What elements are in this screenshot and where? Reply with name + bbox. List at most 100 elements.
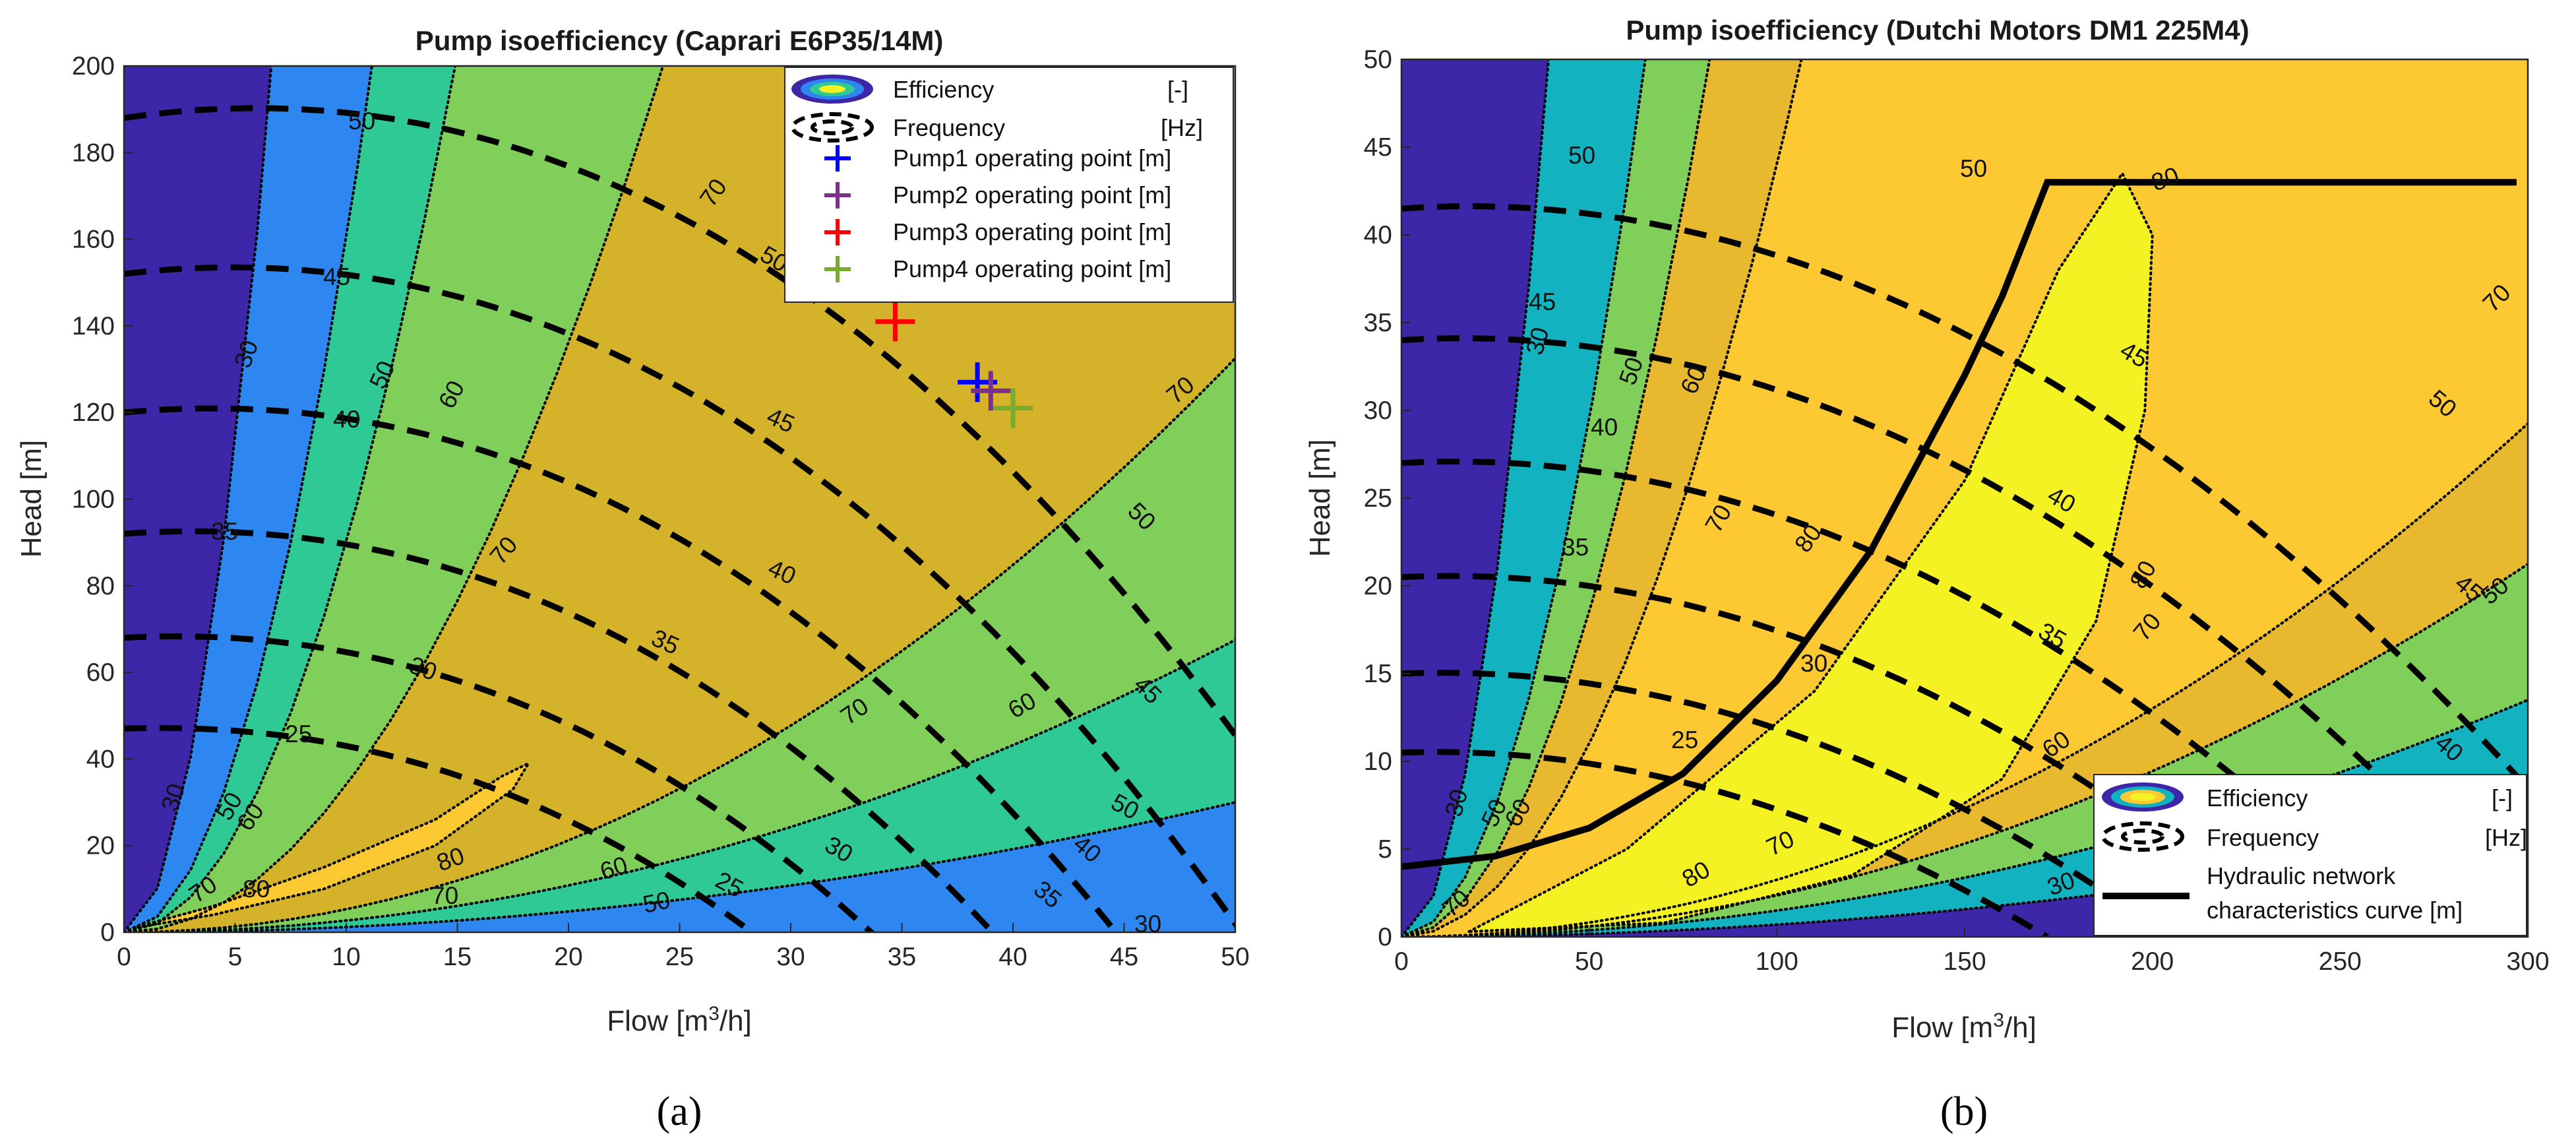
b-ytick-label-8: 40 bbox=[1364, 221, 1392, 249]
legend-frequency-swatch bbox=[791, 112, 874, 143]
a-xtick-label-4: 20 bbox=[554, 943, 582, 971]
legend-b-network-label-2: characteristics curve [m] bbox=[2207, 897, 2463, 924]
a-ytick-label-3: 60 bbox=[86, 658, 115, 687]
legend-pump1-label: Pump1 operating point [m] bbox=[893, 144, 1171, 172]
caption-a: (a) bbox=[657, 1089, 702, 1134]
chart-b-x-label: Flow [m3/h] bbox=[1891, 1009, 2037, 1044]
legend-pump2: Pump2 operating point [m] bbox=[824, 181, 1171, 208]
b-ytick-label-5: 25 bbox=[1364, 484, 1392, 513]
b-ytick-label-1: 5 bbox=[1378, 835, 1392, 864]
b-eff-contour-2 bbox=[1401, 59, 1711, 937]
b-region-low bbox=[1401, 59, 1549, 937]
b-xtick-label-3: 150 bbox=[1943, 947, 1986, 976]
a-xtick-label-2: 10 bbox=[332, 943, 360, 971]
a-xtick-label-3: 15 bbox=[443, 943, 472, 971]
a-xtick-label-1: 5 bbox=[228, 943, 243, 971]
b-freq-label-50-b: 50 bbox=[1960, 155, 1987, 182]
a-freq-curve-25 bbox=[124, 724, 757, 932]
chart-b-y-label: Head [m] bbox=[1304, 439, 1336, 557]
caption-b: (b) bbox=[1940, 1089, 1988, 1134]
b-region-60-low bbox=[1401, 563, 2528, 937]
freq-label-30-c: 30 bbox=[1134, 910, 1161, 938]
a-ytick-label-0: 0 bbox=[100, 918, 115, 947]
chart-a-frequency-contours bbox=[124, 105, 1235, 932]
b-freq-label-30: 30 bbox=[1800, 650, 1827, 677]
legend-pump1: Pump1 operating point [m] bbox=[824, 144, 1171, 172]
b-eff-contour-5 bbox=[1401, 562, 2528, 937]
b-region-80 bbox=[1469, 173, 2153, 932]
a-freq-curve-30 bbox=[124, 633, 876, 932]
legend-efficiency-swatch bbox=[791, 75, 873, 104]
chart-b-y-ticks: 0 5 10 15 20 25 30 35 40 45 50 bbox=[1364, 46, 1411, 951]
a-eff-contour-5 bbox=[124, 638, 1235, 932]
pump4-operating-point bbox=[993, 388, 1033, 428]
b-ytick-label-3: 15 bbox=[1364, 660, 1392, 688]
legend-pump3: Pump3 operating point [m] bbox=[824, 218, 1171, 245]
chart-a-x-label-text: Flow [m3/h] bbox=[607, 1003, 752, 1037]
a-eff-contour-3 bbox=[124, 66, 665, 932]
pump2-operating-point bbox=[971, 371, 1011, 411]
b-eff-contour-4 bbox=[1401, 422, 2528, 937]
b-xtick-label-0: 0 bbox=[1394, 947, 1409, 976]
b-region-70-low bbox=[1401, 423, 2528, 937]
b-freq-label-45: 45 bbox=[1529, 288, 1556, 315]
freq-label-25: 25 bbox=[285, 720, 312, 748]
a-freq-curve-40 bbox=[124, 405, 1120, 932]
a-ytick-label-2: 40 bbox=[86, 745, 115, 773]
a-xtick-label-5: 25 bbox=[665, 943, 694, 971]
b-eff-contour-1 bbox=[1401, 59, 1647, 937]
a-xtick-label-9: 45 bbox=[1110, 943, 1138, 971]
legend-efficiency-unit: [-] bbox=[1167, 76, 1188, 103]
legend-pump-entries: Pump1 operating point [m] Pump2 operating… bbox=[824, 144, 1171, 282]
a-xtick-label-8: 40 bbox=[998, 943, 1027, 971]
a-ytick-label-8: 160 bbox=[72, 226, 115, 254]
legend-b-frequency-unit: [Hz] bbox=[2485, 824, 2527, 851]
legend-b-efficiency-unit: [-] bbox=[2492, 784, 2513, 812]
b-freq-curve-45 bbox=[1401, 335, 2528, 935]
b-xtick-label-1: 50 bbox=[1575, 947, 1603, 976]
legend-b-frequency-swatch bbox=[2101, 821, 2184, 852]
b-freq-label-50: 50 bbox=[1568, 142, 1595, 169]
a-ytick-label-6: 120 bbox=[72, 398, 115, 427]
legend-b-efficiency-swatch bbox=[2102, 782, 2184, 812]
b-freq-label-40: 40 bbox=[1591, 414, 1618, 441]
chart-a-x-label: Flow [m3/h] bbox=[607, 1003, 752, 1037]
legend-pump3-label: Pump3 operating point [m] bbox=[893, 218, 1171, 245]
a-eff-contour-4 bbox=[124, 356, 1235, 932]
b-freq-curve-30 bbox=[1401, 670, 2171, 937]
b-freq-curve-25 bbox=[1401, 749, 2049, 937]
a-freq-curve-45 bbox=[124, 264, 1235, 929]
a-ytick-label-7: 140 bbox=[72, 312, 115, 340]
b-freq-curve-50 bbox=[1401, 203, 2528, 793]
a-freq-curve-50 bbox=[124, 105, 1235, 740]
legend-frequency-unit: [Hz] bbox=[1161, 114, 1203, 141]
chart-a-x-ticks: 0 5 10 15 20 25 30 35 40 45 50 bbox=[117, 923, 1250, 971]
freq-label-35: 35 bbox=[211, 518, 238, 545]
b-ytick-label-6: 30 bbox=[1364, 397, 1392, 425]
a-eff-contour-80 bbox=[132, 760, 532, 930]
b-region-50 bbox=[1401, 59, 1710, 937]
a-xtick-label-7: 35 bbox=[888, 943, 916, 971]
chart-b: Pump isoefficiency (Dutchi Motors DM1 22… bbox=[1304, 15, 2550, 1044]
a-xtick-label-6: 30 bbox=[776, 943, 805, 971]
b-eff-contour-80 bbox=[1468, 170, 2154, 933]
a-xtick-label-0: 0 bbox=[117, 943, 131, 971]
b-region-30 bbox=[1401, 59, 1645, 937]
freq-label-50: 50 bbox=[348, 108, 375, 135]
b-ytick-label-0: 0 bbox=[1378, 923, 1392, 951]
chart-a-y-ticks: 0 20 40 60 80 100 120 140 160 180 200 bbox=[72, 52, 133, 947]
b-freq-label-25: 25 bbox=[1671, 726, 1698, 753]
chart-a-legend-box bbox=[784, 67, 1234, 303]
eff-label-80-b: 80 bbox=[243, 875, 270, 903]
eff-label-50-c: 50 bbox=[640, 886, 673, 918]
chart-a-operating-points bbox=[875, 302, 1033, 428]
chart-a-title: Pump isoefficiency (Caprari E6P35/14M) bbox=[415, 25, 944, 56]
a-ytick-label-5: 100 bbox=[72, 486, 115, 514]
chart-a: Pump isoefficiency (Caprari E6P35/14M) 0… bbox=[15, 25, 1250, 1037]
a-ytick-label-4: 80 bbox=[86, 572, 115, 600]
chart-a-legend: Efficiency [-] Frequency [Hz] Pump1 oper… bbox=[784, 67, 1234, 303]
freq-label-40: 40 bbox=[333, 406, 360, 433]
a-ytick-label-10: 200 bbox=[72, 52, 115, 80]
chart-b-title: Pump isoefficiency (Dutchi Motors DM1 22… bbox=[1626, 15, 2249, 46]
